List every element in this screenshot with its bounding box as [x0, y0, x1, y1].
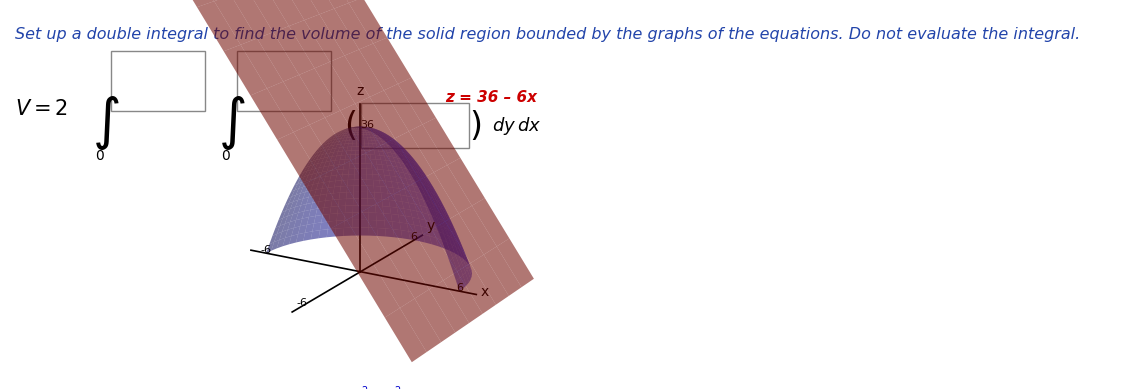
- Text: $dy\,dx$: $dy\,dx$: [492, 116, 542, 137]
- Text: $\int$: $\int$: [92, 93, 119, 152]
- Text: $0$: $0$: [95, 149, 104, 163]
- Text: $)$: $)$: [469, 109, 481, 144]
- Text: $\int$: $\int$: [218, 93, 245, 152]
- FancyBboxPatch shape: [111, 51, 205, 111]
- Text: z = 36 – 6x: z = 36 – 6x: [444, 90, 537, 105]
- Text: $($: $($: [345, 109, 356, 144]
- Text: Set up a double integral to find the volume of the solid region bounded by the g: Set up a double integral to find the vol…: [15, 27, 1080, 42]
- Text: $0$: $0$: [221, 149, 230, 163]
- Text: $V = 2$: $V = 2$: [15, 99, 68, 119]
- FancyBboxPatch shape: [361, 103, 469, 148]
- Text: $z = 36 - x^2 - y^2$: $z = 36 - x^2 - y^2$: [293, 385, 401, 389]
- FancyBboxPatch shape: [237, 51, 331, 111]
